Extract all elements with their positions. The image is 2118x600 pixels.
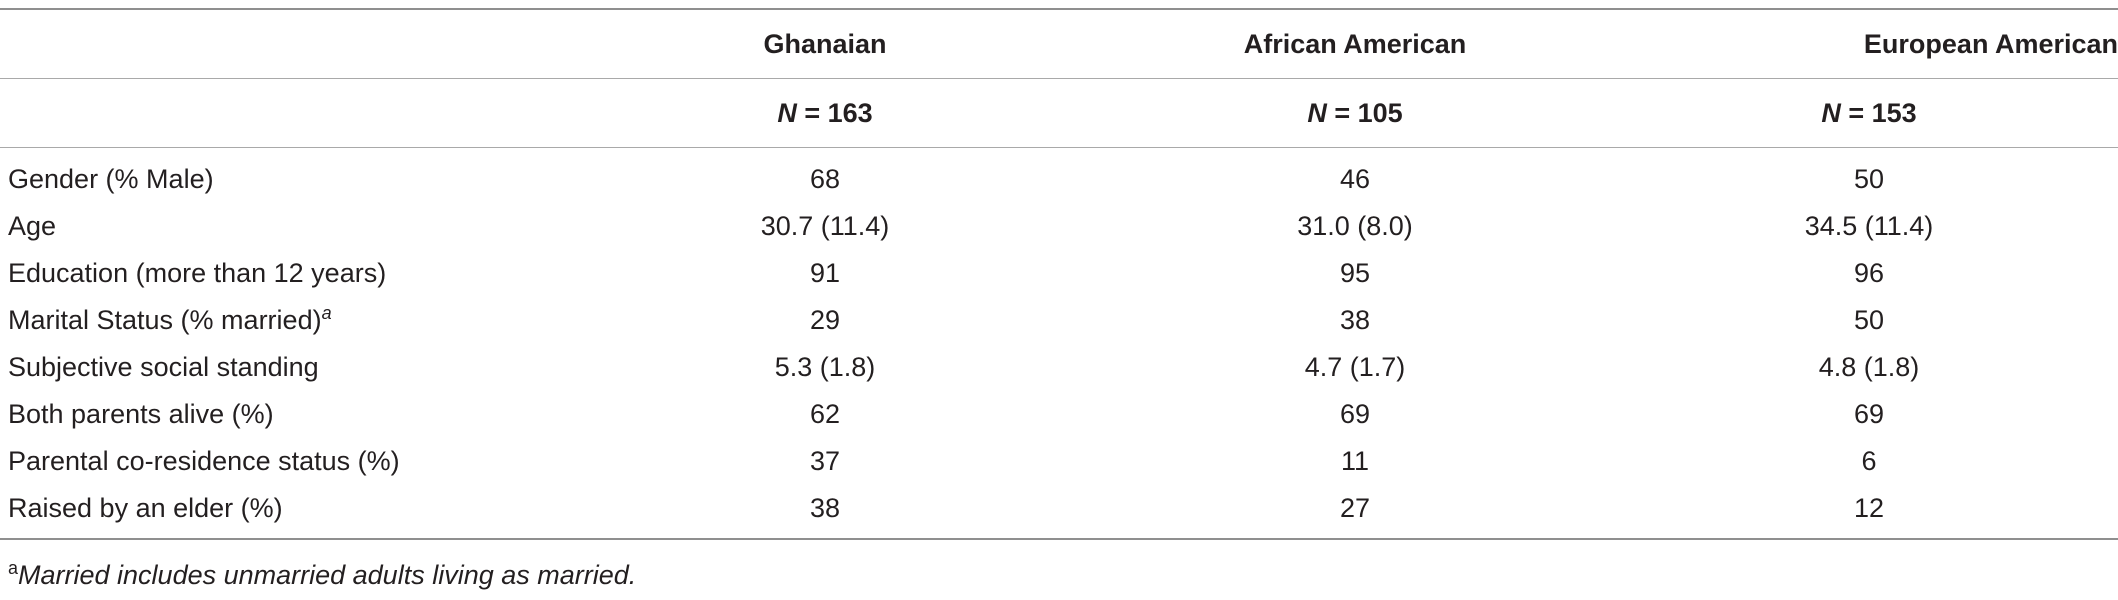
- row-label: Subjective social standing: [8, 352, 319, 382]
- row-label-cell: Marital Status (% married)a: [0, 297, 560, 344]
- n-value: = 153: [1840, 97, 1917, 128]
- table-row: Education (more than 12 years) 91 95 96: [0, 250, 2118, 297]
- table-row: Parental co-residence status (%) 37 11 6: [0, 438, 2118, 485]
- header-empty-cell: [0, 8, 560, 79]
- row-label: Raised by an elder (%): [0, 485, 560, 540]
- row-label: Age: [8, 211, 57, 241]
- cell-european-american: 96: [1853, 258, 1885, 288]
- cell-african-american: 4.7 (1.7): [1304, 352, 1406, 382]
- n-symbol: N: [777, 97, 797, 128]
- cell-ghanaian: 62: [809, 399, 841, 429]
- demographics-table: Ghanaian African American European Ameri…: [0, 8, 2118, 540]
- table-footnote: aMarried includes unmarried adults livin…: [8, 558, 637, 591]
- cell-ghanaian: 38: [560, 485, 1090, 540]
- cell-ghanaian: 29: [809, 305, 841, 335]
- cell-european-american: 69: [1853, 399, 1885, 429]
- cell-african-american: 46: [1339, 164, 1371, 194]
- n-symbol: N: [1307, 97, 1327, 128]
- cell-african-american: 38: [1339, 305, 1371, 335]
- header-african-american: African American: [1090, 8, 1620, 79]
- table-row: Raised by an elder (%) 38 27 12: [0, 485, 2118, 540]
- cell-european-american: 50: [1853, 305, 1885, 335]
- n-value: = 163: [796, 97, 873, 128]
- demographics-table-container: Ghanaian African American European Ameri…: [0, 8, 2118, 540]
- footnote-marker: a: [8, 558, 19, 578]
- footnote-marker: a: [321, 303, 332, 323]
- table-row: Subjective social standing 5.3 (1.8) 4.7…: [0, 344, 2118, 391]
- cell-african-american: 31.0 (8.0): [1297, 211, 1413, 241]
- header-ghanaian: Ghanaian: [560, 8, 1090, 79]
- table-header: Ghanaian African American European Ameri…: [0, 8, 2118, 148]
- row-label: Both parents alive (%): [8, 399, 274, 429]
- cell-african-american: 69: [1339, 399, 1371, 429]
- sample-size-empty-cell: [0, 78, 560, 148]
- group-header-row: Ghanaian African American European Ameri…: [0, 8, 2118, 79]
- cell-african-american: 11: [1340, 446, 1370, 476]
- cell-european-american: 12: [1620, 485, 2118, 540]
- cell-ghanaian: 37: [809, 446, 841, 476]
- n-symbol: N: [1821, 97, 1841, 128]
- row-label: Marital Status (% married): [8, 305, 322, 335]
- row-label: Education (more than 12 years): [8, 258, 387, 288]
- header-european-american: European American: [1620, 8, 2118, 79]
- sample-size-row: N = 163 N = 105 N = 153: [0, 78, 2118, 148]
- cell-ghanaian: 91: [809, 258, 841, 288]
- cell-european-american: 34.5 (11.4): [1804, 211, 1934, 241]
- sample-size-european-american: N = 153: [1620, 78, 2118, 148]
- table-row: Age 30.7 (11.4) 31.0 (8.0) 34.5 (11.4): [0, 203, 2118, 250]
- cell-african-american: 95: [1339, 258, 1371, 288]
- table-row: Both parents alive (%) 62 69 69: [0, 391, 2118, 438]
- footnote-text: Married includes unmarried adults living…: [18, 560, 637, 590]
- cell-ghanaian: 68: [809, 164, 841, 194]
- sample-size-ghanaian: N = 163: [560, 78, 1090, 148]
- cell-ghanaian: 5.3 (1.8): [774, 352, 876, 382]
- sample-size-african-american: N = 105: [1090, 78, 1620, 148]
- n-value: = 105: [1326, 97, 1403, 128]
- row-label: Gender (% Male): [8, 164, 214, 194]
- cell-european-american: 50: [1853, 164, 1885, 194]
- table-row: Gender (% Male) 68 46 50: [0, 148, 2118, 204]
- cell-european-american: 6: [1861, 446, 1877, 476]
- cell-african-american: 27: [1090, 485, 1620, 540]
- row-label: Parental co-residence status (%): [8, 446, 400, 476]
- cell-european-american: 4.8 (1.8): [1818, 352, 1920, 382]
- table-row: Marital Status (% married)a 29 38 50: [0, 297, 2118, 344]
- cell-ghanaian: 30.7 (11.4): [760, 211, 890, 241]
- table-body: Gender (% Male) 68 46 50 Age 30.7 (11.4)…: [0, 148, 2118, 540]
